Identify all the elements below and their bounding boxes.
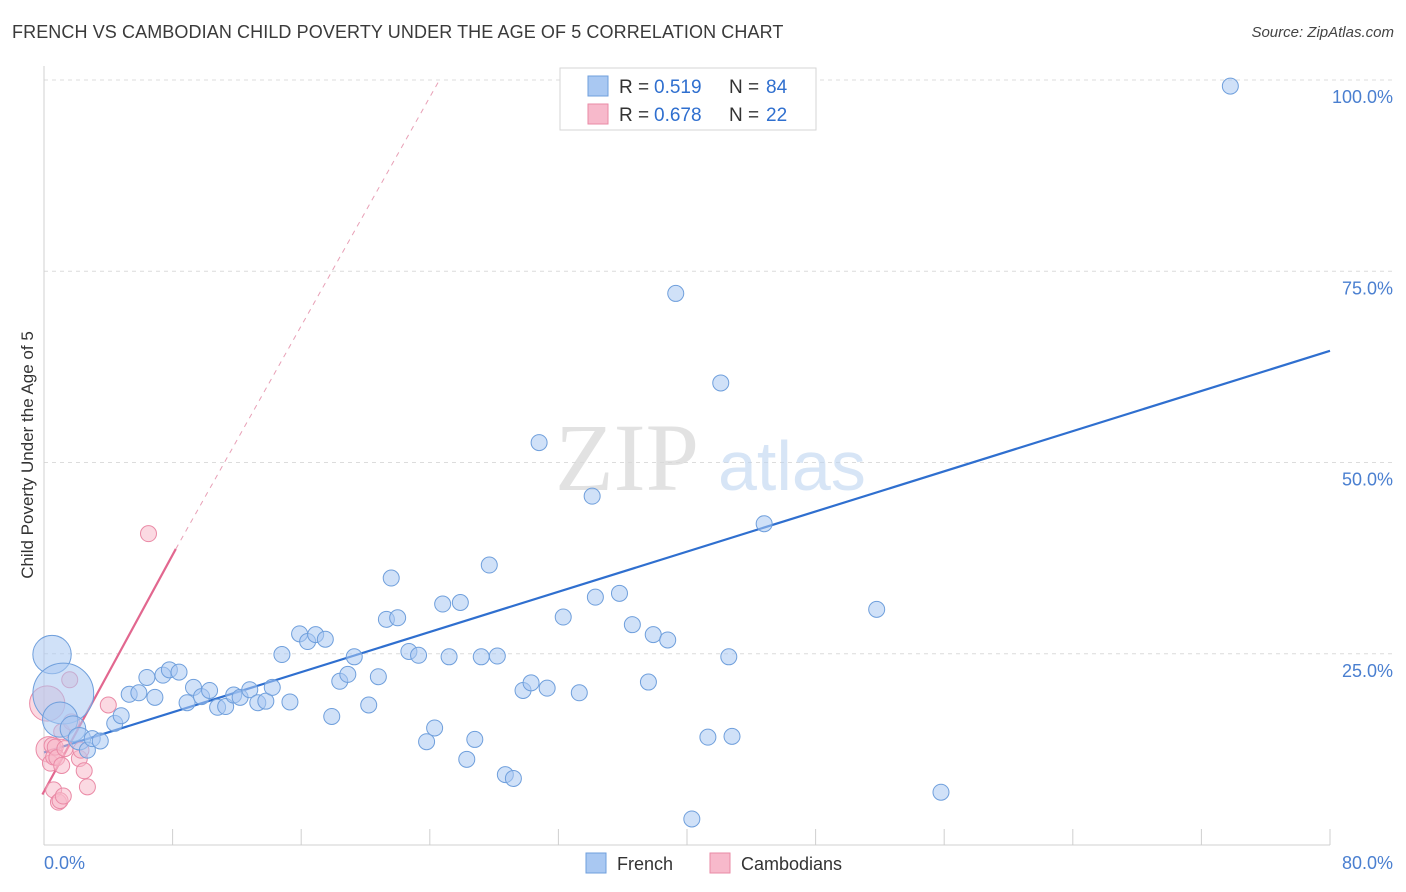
french-point bbox=[130, 684, 148, 702]
french-point bbox=[281, 693, 299, 711]
cambodian-n-value: 22 bbox=[766, 105, 787, 126]
french-point bbox=[451, 593, 469, 611]
watermark-atlas: atlas bbox=[718, 427, 866, 505]
french-point bbox=[720, 648, 738, 666]
french-point bbox=[570, 684, 588, 702]
french-point bbox=[583, 487, 601, 505]
watermark-zip: ZIP bbox=[555, 404, 699, 511]
french-point bbox=[369, 668, 387, 686]
french-point bbox=[389, 609, 407, 627]
x-axis-ticks bbox=[43, 829, 1331, 845]
french-point bbox=[241, 681, 259, 699]
x-tick-label-min: 0.0% bbox=[44, 853, 85, 873]
french-point bbox=[932, 783, 950, 801]
french-point bbox=[610, 584, 628, 602]
french-point bbox=[273, 646, 291, 664]
french-n-label: N = bbox=[729, 77, 759, 98]
french-point bbox=[554, 608, 572, 626]
french-point bbox=[323, 707, 341, 725]
french-point bbox=[699, 728, 717, 746]
chart-title: FRENCH VS CAMBODIAN CHILD POVERTY UNDER … bbox=[12, 22, 784, 42]
cambodian-trend-extension bbox=[175, 79, 440, 550]
cambodian-point bbox=[75, 762, 93, 780]
french-point bbox=[263, 678, 281, 696]
french-point bbox=[639, 673, 657, 691]
french-point bbox=[538, 679, 556, 697]
cambodian-r-label: R = bbox=[619, 105, 649, 126]
french-point bbox=[723, 727, 741, 745]
x-tick-label-max: 80.0% bbox=[1342, 853, 1393, 873]
french-point bbox=[472, 648, 490, 666]
y-tick-label-50: 50.0% bbox=[1342, 470, 1393, 490]
y-tick-label-75: 75.0% bbox=[1342, 278, 1393, 298]
french-point bbox=[418, 733, 436, 751]
french-point bbox=[667, 284, 685, 302]
french-point bbox=[659, 631, 677, 649]
french-point bbox=[712, 374, 730, 392]
french-point bbox=[339, 665, 357, 683]
french-point bbox=[868, 600, 886, 618]
cambodian-point bbox=[78, 778, 96, 796]
french-point bbox=[91, 732, 109, 750]
french-series-swatch bbox=[585, 852, 607, 874]
french-trend-line bbox=[43, 349, 1331, 754]
cambodian-point bbox=[99, 696, 117, 714]
french-point bbox=[426, 719, 444, 737]
y-tick-label-25: 25.0% bbox=[1342, 661, 1393, 681]
french-point bbox=[345, 648, 363, 666]
french-point bbox=[410, 646, 428, 664]
y-tick-labels: 25.0% 50.0% 75.0% 100.0% bbox=[1332, 87, 1393, 681]
french-r-value: 0.519 bbox=[654, 77, 702, 98]
cambodian-legend-swatch bbox=[587, 103, 609, 125]
cambodian-series-swatch bbox=[709, 852, 731, 874]
french-point bbox=[257, 692, 275, 710]
french-point bbox=[201, 681, 219, 699]
french-point bbox=[1221, 77, 1239, 95]
cambodian-point bbox=[139, 525, 157, 543]
cambodian-point bbox=[54, 787, 72, 805]
y-tick-label-100: 100.0% bbox=[1332, 87, 1393, 107]
french-point bbox=[440, 648, 458, 666]
french-point bbox=[138, 668, 156, 686]
french-point bbox=[480, 556, 498, 574]
french-point bbox=[458, 750, 476, 768]
series-legend: French Cambodians bbox=[585, 852, 842, 874]
french-point bbox=[170, 663, 188, 681]
french-point bbox=[586, 588, 604, 606]
french-point bbox=[382, 569, 400, 587]
french-point bbox=[488, 647, 506, 665]
french-point bbox=[504, 769, 522, 787]
french-legend-swatch bbox=[587, 75, 609, 97]
french-point bbox=[146, 688, 164, 706]
french-point bbox=[755, 515, 773, 533]
french-n-value: 84 bbox=[766, 77, 788, 98]
french-r-label: R = bbox=[619, 77, 649, 98]
cambodian-series-label: Cambodians bbox=[741, 854, 842, 874]
source-credit: Source: ZipAtlas.com bbox=[1251, 24, 1394, 41]
french-point bbox=[522, 674, 540, 692]
french-point bbox=[623, 616, 641, 634]
correlation-legend: R = 0.519 N = 84 R = 0.678 N = 22 bbox=[559, 67, 817, 131]
cambodian-point bbox=[53, 756, 71, 774]
french-point bbox=[530, 434, 548, 452]
french-point bbox=[683, 810, 701, 828]
french-point bbox=[360, 696, 378, 714]
french-point bbox=[178, 694, 196, 712]
french-point bbox=[466, 730, 484, 748]
gridlines bbox=[44, 79, 1392, 655]
french-point bbox=[316, 630, 334, 648]
french-point bbox=[644, 626, 662, 644]
cambodian-n-label: N = bbox=[729, 105, 759, 126]
french-point bbox=[434, 595, 452, 613]
cambodian-r-value: 0.678 bbox=[654, 105, 702, 126]
french-points bbox=[32, 77, 1239, 828]
french-series-label: French bbox=[617, 854, 673, 874]
french-point bbox=[112, 707, 130, 725]
